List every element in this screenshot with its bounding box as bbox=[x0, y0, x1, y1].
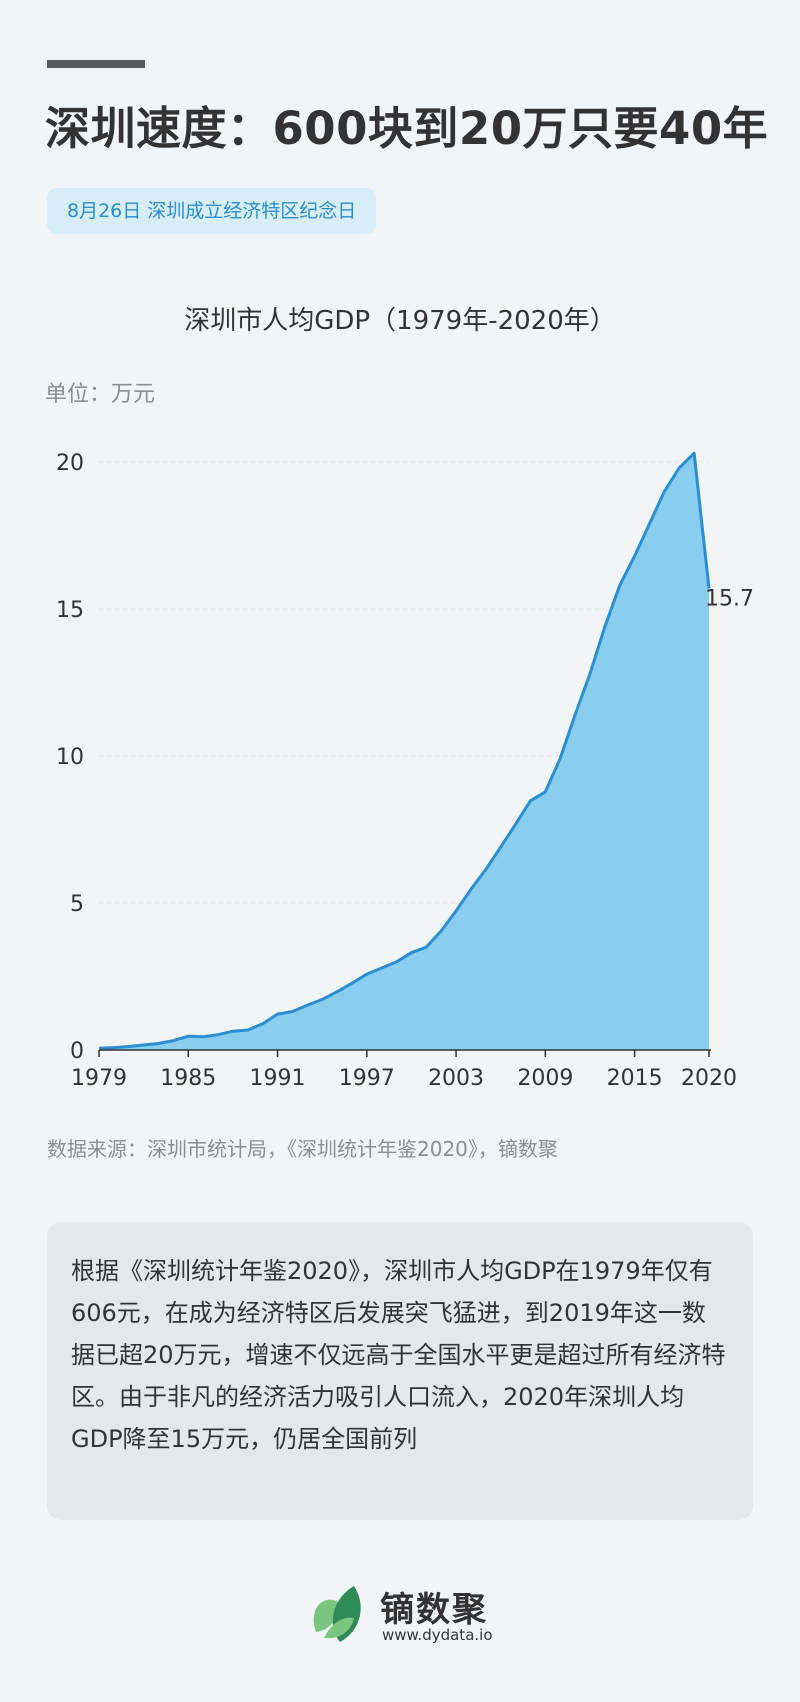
summary-note: 根据《深圳统计年鉴2020》，深圳市人均GDP在1979年仅有606元，在成为经… bbox=[47, 1222, 753, 1520]
data-source: 数据来源：深圳市统计局，《深圳统计年鉴2020》，镝数聚 bbox=[47, 1137, 558, 1161]
gdp-line bbox=[98, 451, 711, 1050]
grid-lines bbox=[99, 461, 709, 904]
y-tick-label: 15 bbox=[56, 598, 84, 623]
x-tick-label: 2020 bbox=[681, 1066, 737, 1091]
y-tick-label: 10 bbox=[56, 745, 84, 770]
logo-name: 镝数聚 bbox=[380, 1590, 488, 1630]
x-tick-label: 1991 bbox=[250, 1066, 306, 1091]
page-headline: 深圳速度：600块到20万只要40年 bbox=[45, 102, 769, 155]
x-tick-label: 1979 bbox=[71, 1066, 127, 1091]
gdp-area bbox=[99, 453, 709, 1050]
unit-label: 单位：万元 bbox=[45, 382, 156, 407]
y-tick-label: 20 bbox=[56, 451, 84, 476]
leaf-logo-icon bbox=[313, 1586, 361, 1642]
date-badge: 8月26日 深圳成立经济特区纪念日 bbox=[47, 188, 377, 234]
y-axis-ticks: 0 5 10 15 20 bbox=[56, 451, 84, 1064]
y-tick-label: 0 bbox=[70, 1039, 84, 1064]
brand-logo: 镝数聚 www.dydata.io bbox=[310, 1580, 510, 1650]
logo-url: www.dydata.io bbox=[382, 1626, 493, 1644]
chart-title: 深圳市人均GDP（1979年-2020年） bbox=[184, 306, 616, 336]
x-tick-label: 2009 bbox=[517, 1066, 573, 1091]
x-tick-label: 1985 bbox=[160, 1066, 216, 1091]
y-tick-label: 5 bbox=[70, 892, 84, 917]
x-axis-ticks: 1979 1985 1991 1997 2003 2009 2015 2020 bbox=[71, 1050, 737, 1091]
x-tick-label: 2015 bbox=[607, 1066, 663, 1091]
data-label: 15.7 bbox=[705, 586, 754, 611]
title-accent-bar bbox=[47, 60, 145, 68]
x-tick-label: 1997 bbox=[339, 1066, 395, 1091]
chart-annotations: 15.7 bbox=[705, 586, 754, 611]
chart: 0 5 10 15 20 1979 1985 1991 1997 2003 2009 2015 202… bbox=[56, 451, 754, 1091]
x-tick-label: 2003 bbox=[428, 1066, 484, 1091]
